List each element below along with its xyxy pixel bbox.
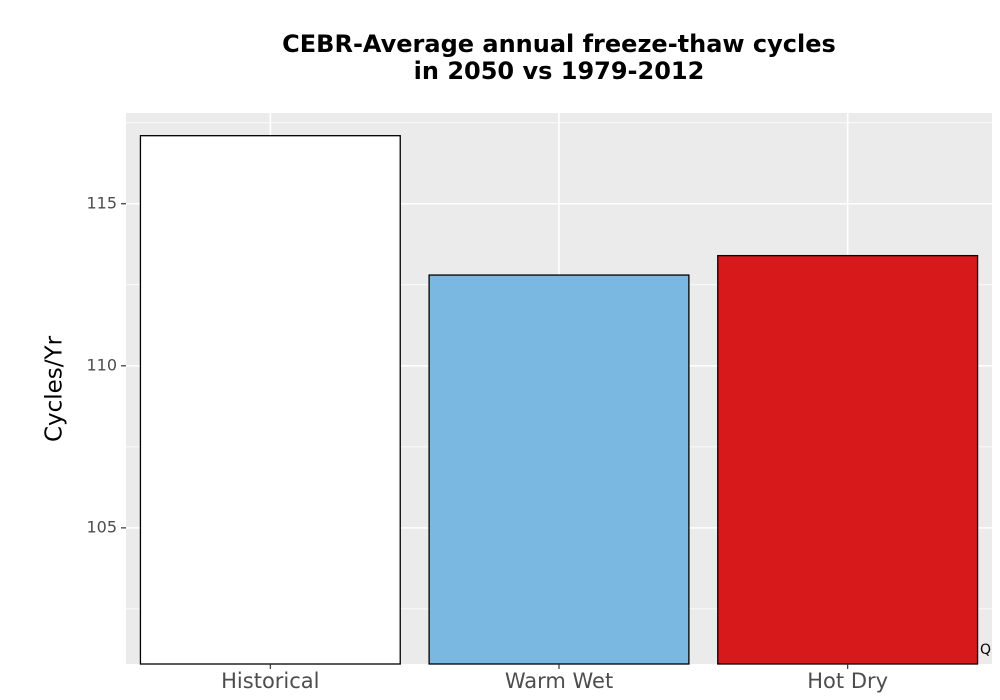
y-tick-label-1: 110 (86, 355, 117, 374)
corner-mark: Q (980, 642, 991, 658)
bar-warm-wet (428, 274, 690, 665)
x-tick-label-2: Hot Dry (807, 669, 888, 693)
y-axis-title: Cycles/Yr (42, 335, 68, 442)
bars (139, 135, 979, 665)
y-tick-label-0: 105 (86, 517, 117, 536)
chart-title: CEBR-Average annual freeze-thaw cycles i… (126, 31, 992, 85)
x-axis: Historical Warm Wet Hot Dry (221, 664, 888, 693)
chart-title-line-1: CEBR-Average annual freeze-thaw cycles (282, 30, 836, 58)
bar-historical (139, 135, 401, 665)
x-tick-label-1: Warm Wet (505, 669, 613, 693)
bar-hot-dry (717, 254, 979, 665)
y-axis: 105 110 115 (86, 193, 126, 536)
x-tick-label-0: Historical (221, 669, 319, 693)
y-tick-label-2: 115 (86, 193, 117, 212)
chart-title-line-2: in 2050 vs 1979-2012 (413, 57, 705, 85)
